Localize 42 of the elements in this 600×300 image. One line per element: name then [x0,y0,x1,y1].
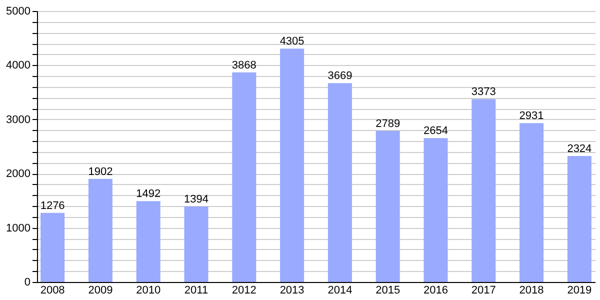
bar [88,178,112,282]
data-label: 2324 [567,143,592,156]
data-label: 3868 [232,59,256,72]
y-tick-label: 2000 [6,168,30,180]
y-tick-label: 1000 [6,222,30,234]
bar [567,156,592,282]
x-tick-label: 2011 [184,284,208,296]
bar [136,201,160,282]
data-label: 1394 [184,193,208,206]
x-tick-label: 2010 [136,284,161,296]
data-label: 3373 [471,86,496,98]
bar [424,138,448,282]
data-label: 2654 [424,125,448,138]
data-label: 2931 [519,110,544,122]
y-tick-label: 0 [24,276,30,288]
x-tick-label: 2016 [424,284,448,296]
data-label: 2789 [376,118,400,130]
data-label: 1276 [40,200,65,212]
y-tick-label: 5000 [6,6,30,18]
x-tick-label: 2009 [88,284,113,296]
data-label: 1902 [88,166,113,178]
x-tick-label: 2015 [376,284,400,296]
x-tick-label: 2019 [567,284,592,296]
bar [472,99,496,282]
y-tick-label: 4000 [6,60,30,72]
bar [328,83,352,282]
data-label: 1492 [136,188,161,200]
data-label: 3669 [328,70,352,82]
x-tick-label: 2017 [471,284,496,296]
bar [280,48,304,282]
x-tick-label: 2014 [328,284,352,296]
bar [232,72,256,282]
x-tick-label: 2013 [280,284,304,296]
x-tick-label: 2012 [232,284,256,296]
x-tick-label: 2008 [40,284,65,296]
bar [376,130,400,282]
y-tick-label: 3000 [6,114,30,126]
bar [40,212,65,282]
data-label: 4305 [280,36,304,48]
x-tick-label: 2018 [519,284,544,296]
bar [184,206,208,282]
bar [520,123,544,282]
